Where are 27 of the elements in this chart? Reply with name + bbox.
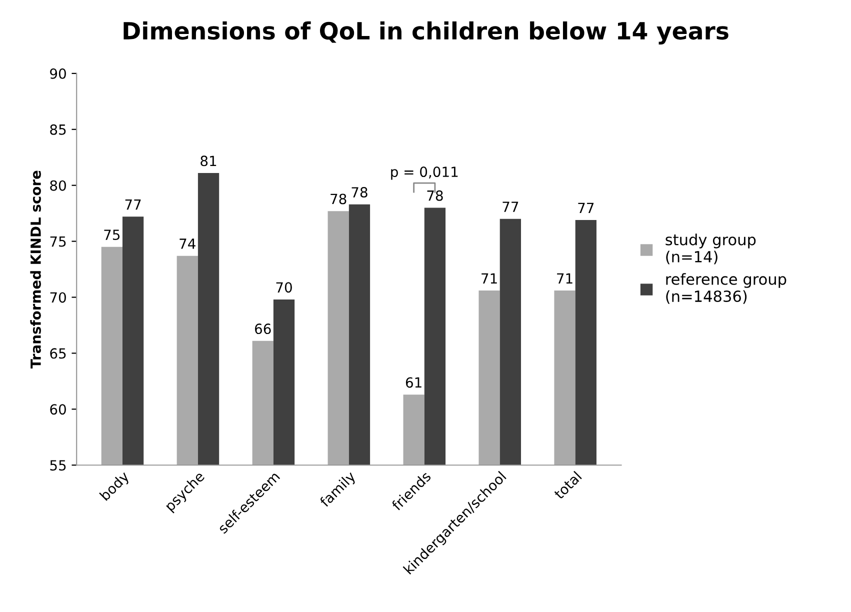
y-tick-label: 65: [50, 348, 66, 359]
data-label: 71: [557, 273, 572, 284]
data-label: 78: [352, 187, 368, 198]
y-tick-label: 80: [50, 180, 66, 191]
legend-label: reference group (n=14836): [666, 273, 786, 304]
data-label: 70: [276, 282, 292, 293]
data-label: 78: [330, 194, 346, 204]
y-tick-label: 55: [50, 460, 66, 471]
data-label: 71: [482, 273, 497, 284]
data-label: 77: [125, 200, 141, 210]
chart-title: Dimensions of QoL in children below 14 years: [124, 21, 728, 44]
data-label: 77: [578, 202, 594, 213]
data-label: 77: [502, 202, 518, 212]
y-tick-label: 75: [50, 236, 66, 247]
y-tick-label: 90: [50, 68, 66, 79]
data-label: 66: [255, 324, 271, 334]
data-label: 75: [104, 230, 120, 240]
data-label: 81: [200, 156, 216, 166]
y-tick-label: 85: [50, 124, 66, 135]
data-label: 61: [406, 377, 422, 388]
data-label: 74: [180, 238, 196, 249]
data-label: 78: [427, 190, 443, 201]
annotation: p = 0,011: [391, 166, 458, 180]
y-tick-label: 70: [50, 292, 66, 303]
y-axis-title: Transformed KINDL score: [30, 170, 41, 368]
y-tick-label: 60: [50, 404, 66, 415]
legend-label: study group (n=14): [666, 234, 756, 264]
